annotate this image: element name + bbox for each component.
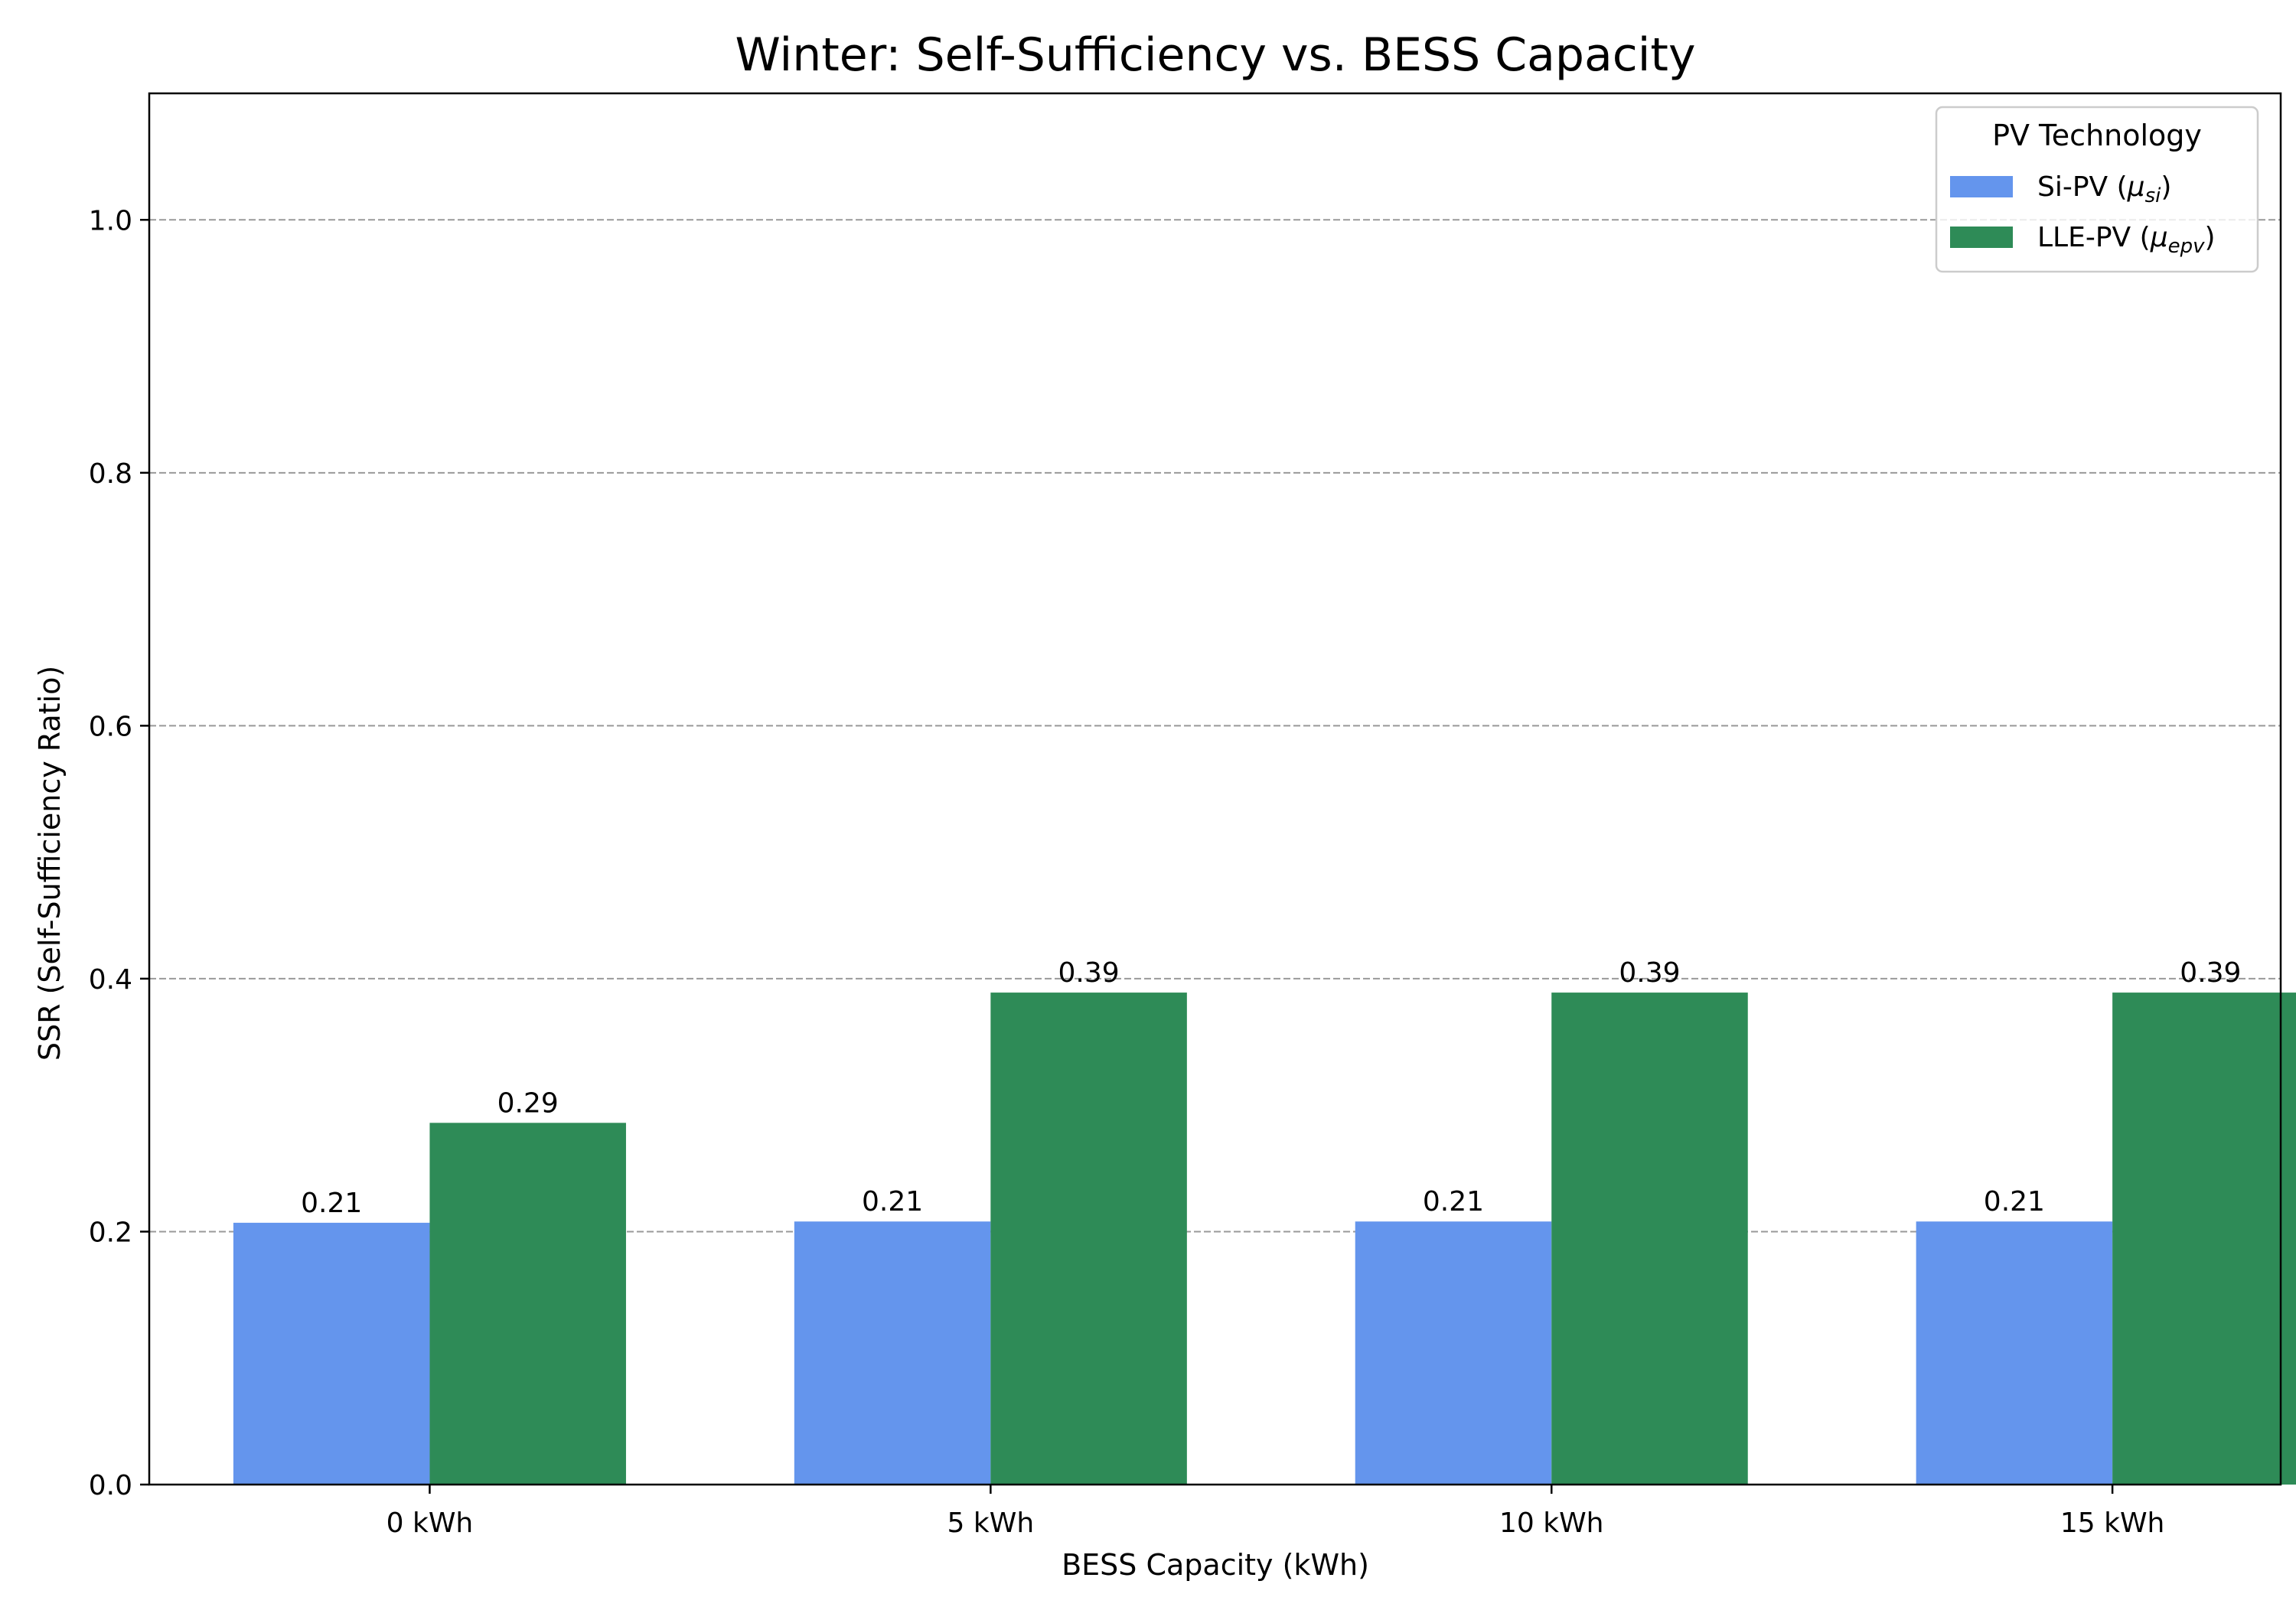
bar-si-pv: [1355, 1221, 1552, 1485]
bar-si-pv: [1916, 1221, 2113, 1485]
bar-value-label: 0.21: [1423, 1186, 1484, 1217]
bar-value-label: 0.21: [1984, 1186, 2045, 1217]
bar-value-label: 0.29: [497, 1087, 559, 1119]
y-tick-label: 1.0: [89, 205, 132, 236]
x-tick-label: 0 kWh: [386, 1508, 474, 1539]
bar-value-label: 0.39: [1058, 957, 1120, 989]
y-tick-label: 0.8: [89, 458, 132, 490]
x-tick-label: 15 kWh: [2060, 1508, 2165, 1539]
bar-lle-pv: [429, 1123, 626, 1485]
bar-value-label: 0.21: [301, 1188, 362, 1219]
y-tick-label: 0.2: [89, 1217, 132, 1248]
x-tick-label: 10 kWh: [1499, 1508, 1604, 1539]
legend: PV Technology Si-PV (μsi) LLE-PV (μepv): [1935, 106, 2259, 273]
x-axis-label: BESS Capacity (kWh): [1062, 1548, 1369, 1582]
legend-title: PV Technology: [1992, 119, 2202, 152]
x-tick-label: 5 kWh: [947, 1508, 1035, 1539]
bar-value-label: 0.39: [2180, 957, 2241, 989]
bar-si-pv: [794, 1221, 991, 1485]
bar-value-label: 0.21: [862, 1186, 923, 1217]
bar-value-labels: 0.21 0.21 0.21 0.21 0.29 0.39 0.39 0.39: [301, 957, 2241, 1219]
legend-swatch-lle-pv: [1950, 227, 2013, 248]
y-axis-label: SSR (Self-Sufficiency Ratio): [33, 666, 67, 1061]
grid-lines: [149, 219, 2281, 1233]
y-tick-label: 0.4: [89, 964, 132, 996]
y-tick-label: 0.0: [89, 1470, 132, 1501]
y-tick-label: 0.6: [89, 711, 132, 742]
bars: [233, 993, 2296, 1485]
legend-box: [1935, 106, 2259, 273]
legend-swatch-si-pv: [1950, 176, 2013, 197]
chart-title: Winter: Self-Sufficiency vs. BESS Capaci…: [735, 28, 1696, 82]
x-axis: 0 kWh 5 kWh 10 kWh 15 kWh: [386, 1485, 2165, 1539]
legend-entry-si-pv: Si-PV (μsi): [2037, 171, 2171, 207]
bar-lle-pv: [2112, 993, 2296, 1485]
bar-lle-pv: [1551, 993, 1748, 1485]
y-axis: 0.0 0.2 0.4 0.6 0.8 1.0: [89, 205, 149, 1501]
bar-lle-pv: [990, 993, 1187, 1485]
bar-si-pv: [233, 1222, 430, 1485]
plot-frame: [148, 92, 2282, 1486]
legend-entry-lle-pv: LLE-PV (μepv): [2037, 222, 2216, 258]
bar-value-label: 0.39: [1619, 957, 1680, 989]
